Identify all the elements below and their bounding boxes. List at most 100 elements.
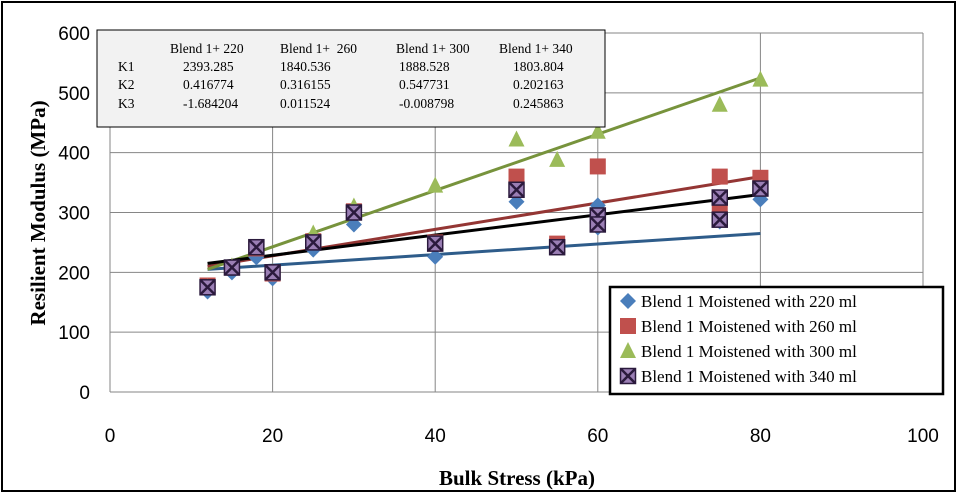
x-tick-label: 0 <box>105 426 116 447</box>
triangle-marker <box>549 150 566 167</box>
table-cell: -1.684204 <box>183 96 238 111</box>
triangle-point <box>508 130 525 147</box>
y-tick-label: 100 <box>58 323 90 344</box>
xsquare-cross <box>508 181 525 198</box>
table-header: Blend 1+ 260 <box>280 41 357 56</box>
y-tick-label: 0 <box>79 383 90 404</box>
xsquare-point <box>548 238 566 256</box>
table-cell: 1888.528 <box>399 59 450 74</box>
trend-line <box>207 231 761 271</box>
table-cell: 2393.285 <box>183 59 234 74</box>
diamond-marker <box>620 293 636 309</box>
table-row-label: K1 <box>118 59 135 74</box>
x-tick-labels: 0 20 40 60 80 100 <box>105 426 939 447</box>
triangle-point <box>752 70 769 87</box>
legend-label: Blend 1 Moistened with 260 ml <box>641 317 857 336</box>
square-point <box>711 168 728 185</box>
legend-box <box>608 285 945 396</box>
legend-label: Blend 1 Moistened with 300 ml <box>641 342 857 361</box>
y-tick-label: 200 <box>58 263 90 284</box>
y-tick-label: 400 <box>58 144 90 165</box>
triangle-point <box>427 176 444 193</box>
x-tick-label: 60 <box>587 426 608 447</box>
diamond-point <box>427 248 444 265</box>
y-axis-title: Resilient Modulus (MPa) <box>26 100 50 325</box>
legend-marker <box>620 342 636 358</box>
xsquare-point <box>711 189 728 206</box>
data-points <box>199 70 769 300</box>
coefficient-table-box <box>96 29 606 128</box>
xsquare-cross <box>305 234 322 251</box>
table-cell: 0.416774 <box>183 77 234 92</box>
xsquare-cross <box>620 368 636 384</box>
x-axis-title: Bulk Stress (kPa) <box>439 466 595 490</box>
xsquare-point <box>305 234 322 251</box>
table-cell: -0.008798 <box>399 96 454 111</box>
xsquare-point <box>426 235 444 252</box>
xsquare-point <box>711 211 728 228</box>
legend-marker <box>620 318 636 334</box>
triangle-marker <box>508 130 525 147</box>
y-tick-label: 500 <box>58 84 90 105</box>
xsquare-cross <box>264 264 281 281</box>
legend-marker <box>620 293 636 309</box>
coefficient-table: Blend 1+ 220 Blend 1+ 260 Blend 1+ 300 Blen… <box>96 29 606 128</box>
xsquare-point <box>508 181 525 199</box>
square-marker <box>711 168 728 185</box>
x-tick-label: 20 <box>262 426 283 447</box>
trend-lines <box>207 76 761 271</box>
table-cell: 0.316155 <box>280 77 331 92</box>
diamond-marker <box>427 248 444 265</box>
square-marker <box>620 318 636 334</box>
table-header: Blend 1+ 220 <box>170 41 244 56</box>
legend-marker <box>619 367 637 385</box>
table-header: Blend 1+ 300 <box>396 41 470 56</box>
y-tick-label: 300 <box>58 204 90 225</box>
square-point <box>508 168 525 185</box>
square-point <box>589 158 606 175</box>
table-cell: 0.202163 <box>513 77 564 92</box>
legend-label: Blend 1 Moistened with 340 ml <box>641 367 857 386</box>
x-tick-label: 80 <box>750 426 771 447</box>
table-cell: 0.011524 <box>280 96 330 111</box>
table-cell: 1840.536 <box>280 59 331 74</box>
xsquare-point <box>264 264 281 281</box>
triangle-point <box>589 122 606 139</box>
legend: Blend 1 Moistened with 220 ml Blend 1 Moi… <box>608 285 945 396</box>
table-cell: 1803.804 <box>513 59 564 74</box>
xsquare-cross <box>711 189 728 206</box>
triangle-marker <box>711 95 728 112</box>
xsquare-point <box>752 180 769 197</box>
xsquare-cross <box>549 239 566 256</box>
y-tick-labels: 0 100 200 300 400 500 600 <box>58 24 90 404</box>
xsquare-cross <box>427 235 444 252</box>
xsquare-point <box>248 238 265 256</box>
xsquare-point <box>589 216 607 233</box>
table-row-label: K3 <box>118 96 135 111</box>
xsquare-cross <box>248 239 265 256</box>
xsquare-cross <box>589 216 606 233</box>
table-row-label: K2 <box>118 77 135 92</box>
trend-line <box>207 76 761 271</box>
triangle-point <box>549 150 566 167</box>
table-cell: 0.547731 <box>399 77 450 92</box>
square-marker <box>508 168 525 185</box>
triangle-marker <box>589 122 606 139</box>
triangle-marker <box>752 70 769 87</box>
triangle-marker <box>427 176 444 193</box>
triangle-marker <box>620 342 636 358</box>
xsquare-cross <box>199 279 216 296</box>
xsquare-cross <box>346 204 362 221</box>
scatter-chart: 0 100 200 300 400 500 600 0 20 40 60 80 100 Resilie… <box>26 24 945 490</box>
xsquare-cross <box>752 180 769 197</box>
xsquare-point <box>199 279 216 296</box>
xsquare-cross <box>224 259 240 276</box>
table-cell: 0.245863 <box>513 96 564 111</box>
x-tick-label: 100 <box>907 426 939 447</box>
trend-line <box>207 193 761 265</box>
legend-label: Blend 1 Moistened with 220 ml <box>641 292 857 311</box>
table-header: Blend 1+ 340 <box>499 41 573 56</box>
triangle-point <box>711 95 728 112</box>
xsquare-point <box>345 204 363 221</box>
